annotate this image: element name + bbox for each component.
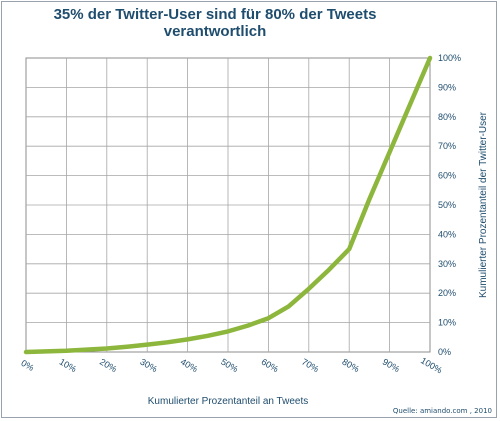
x-tick-label: 30% xyxy=(138,357,159,375)
chart-title-line1: 35% der Twitter-User sind für 80% der Tw… xyxy=(53,6,377,23)
y-tick-label: 20% xyxy=(438,288,456,298)
x-tick-label: 20% xyxy=(98,357,119,375)
y-tick-label: 90% xyxy=(438,82,456,92)
y-tick-label: 60% xyxy=(438,171,456,181)
grid xyxy=(26,58,430,352)
x-tick-label: 90% xyxy=(381,357,402,375)
y-tick-label: 0% xyxy=(438,347,451,357)
series-group xyxy=(23,55,433,355)
y-axis-label: Kumulierter Prozentanteil der Twitter-Us… xyxy=(478,111,489,298)
x-tick-label: 10% xyxy=(58,357,79,375)
y-tick-label: 10% xyxy=(438,318,456,328)
y-tick-label: 100% xyxy=(438,53,461,63)
y-tick-label: 40% xyxy=(438,229,456,239)
x-axis-label: Kumulierter Prozentanteil an Tweets xyxy=(148,396,308,407)
chart-title-line2: verantwortlich xyxy=(163,23,267,40)
y-tick-label: 70% xyxy=(438,141,456,151)
y-tick-label: 80% xyxy=(438,112,456,122)
x-tick-label: 100% xyxy=(419,355,444,375)
chart-title: 35% der Twitter-User sind für 80% der Tw… xyxy=(0,6,430,40)
x-tick-label: 80% xyxy=(340,357,361,375)
y-tick-label: 50% xyxy=(438,200,456,210)
x-tick-labels: 0% 10% 20% 30% 40% 50% 60% 70% 80% 90% 100% xyxy=(19,355,444,375)
series-line xyxy=(23,55,433,355)
x-tick-label: 50% xyxy=(219,357,240,375)
y-tick-label: 30% xyxy=(438,259,456,269)
x-tick-label: 0% xyxy=(19,358,35,373)
x-tick-label: 40% xyxy=(179,357,200,375)
x-tick-label: 60% xyxy=(260,357,281,375)
x-tick-label: 70% xyxy=(300,357,321,375)
source-note: Quelle: amiando.com , 2010 xyxy=(392,407,492,415)
y-tick-labels: 0% 10% 20% 30% 40% 50% 60% 70% 80% 90% 100% xyxy=(438,53,461,357)
